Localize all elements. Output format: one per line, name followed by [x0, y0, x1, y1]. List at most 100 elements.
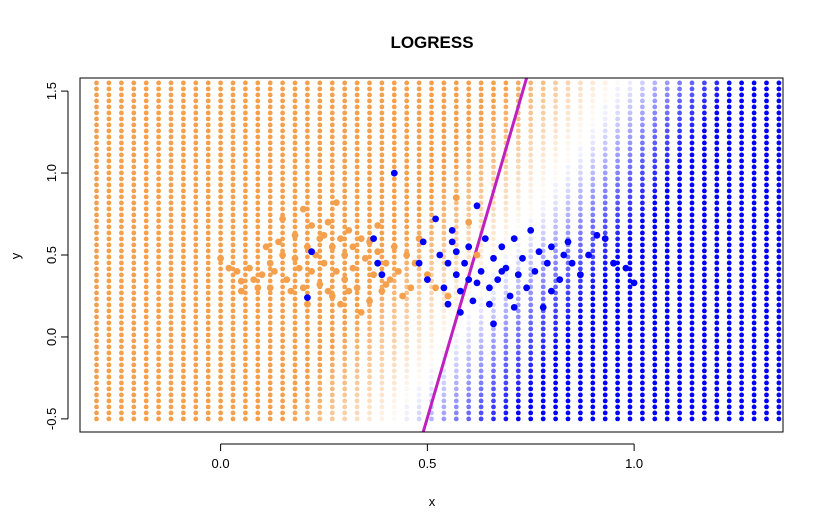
grid-point — [391, 332, 397, 338]
grid-point — [106, 374, 112, 380]
grid-point — [702, 320, 707, 326]
grid-point — [416, 98, 422, 104]
grid-point — [329, 152, 335, 158]
grid-point — [491, 374, 496, 380]
grid-point — [702, 194, 707, 200]
grid-point — [416, 296, 422, 302]
grid-point — [776, 140, 782, 146]
grid-point — [627, 320, 633, 326]
grid-point — [168, 326, 174, 332]
grid-point — [181, 128, 186, 134]
grid-point — [652, 86, 658, 92]
grid-point — [689, 284, 695, 290]
grid-point — [267, 302, 273, 308]
grid-point — [205, 362, 211, 368]
grid-point — [168, 356, 174, 362]
grid-point — [565, 104, 571, 110]
grid-point — [466, 338, 472, 344]
grid-point — [181, 104, 186, 110]
grid-point — [652, 176, 658, 182]
grid-point — [640, 104, 645, 110]
grid-point — [416, 284, 422, 290]
grid-point — [193, 356, 199, 362]
grid-point — [726, 128, 732, 134]
grid-point — [503, 194, 509, 200]
blue-data-point — [481, 235, 489, 243]
grid-point — [503, 380, 509, 386]
grid-point — [329, 170, 335, 176]
grid-point — [578, 260, 583, 266]
grid-point — [429, 374, 434, 380]
grid-point — [131, 146, 137, 152]
grid-point — [602, 410, 608, 416]
grid-point — [168, 344, 174, 350]
grid-point — [714, 122, 720, 128]
grid-point — [615, 212, 620, 218]
grid-point — [379, 398, 385, 404]
grid-point — [243, 140, 248, 146]
blue-data-point — [506, 292, 514, 300]
grid-point — [391, 122, 397, 128]
grid-point — [664, 86, 670, 92]
grid-point — [181, 290, 186, 296]
grid-point — [329, 350, 335, 356]
grid-point — [466, 188, 472, 194]
blue-data-point — [452, 248, 460, 256]
grid-point — [168, 350, 174, 356]
grid-point — [664, 104, 670, 110]
grid-point — [267, 152, 273, 158]
grid-point — [106, 326, 112, 332]
grid-point — [131, 140, 137, 146]
grid-point — [131, 350, 137, 356]
grid-point — [689, 98, 695, 104]
grid-point — [205, 320, 211, 326]
grid-point — [131, 116, 137, 122]
grid-point — [280, 404, 285, 410]
grid-point — [553, 404, 558, 410]
grid-point — [714, 152, 720, 158]
grid-point — [602, 404, 608, 410]
grid-point — [528, 104, 534, 110]
grid-point — [317, 248, 323, 254]
grid-point — [702, 146, 707, 152]
grid-point — [379, 368, 385, 374]
grid-point — [515, 152, 521, 158]
grid-point — [267, 338, 273, 344]
grid-point — [367, 332, 372, 338]
grid-point — [726, 200, 732, 206]
grid-point — [119, 380, 124, 386]
grid-point — [305, 278, 310, 284]
grid-point — [553, 230, 558, 236]
grid-point — [652, 194, 658, 200]
grid-point — [677, 236, 682, 242]
grid-point — [503, 398, 509, 404]
grid-point — [739, 332, 744, 338]
grid-point — [751, 194, 757, 200]
grid-point — [478, 212, 484, 218]
grid-point — [689, 332, 695, 338]
grid-point — [466, 236, 472, 242]
grid-point — [702, 152, 707, 158]
grid-point — [156, 86, 162, 92]
grid-point — [329, 326, 335, 332]
grid-point — [181, 86, 186, 92]
grid-point — [751, 200, 757, 206]
grid-point — [615, 398, 620, 404]
grid-point — [590, 92, 596, 98]
grid-point — [218, 392, 224, 398]
blue-data-point — [390, 169, 398, 177]
grid-point — [615, 254, 620, 260]
grid-point — [491, 158, 496, 164]
grid-point — [379, 152, 385, 158]
grid-point — [205, 206, 211, 212]
grid-point — [652, 152, 658, 158]
grid-point — [404, 362, 410, 368]
grid-point — [677, 290, 682, 296]
grid-point — [640, 368, 645, 374]
grid-point — [106, 86, 112, 92]
grid-point — [143, 326, 149, 332]
grid-point — [751, 296, 757, 302]
grid-point — [354, 218, 360, 224]
grid-point — [218, 242, 224, 248]
grid-point — [578, 140, 583, 146]
